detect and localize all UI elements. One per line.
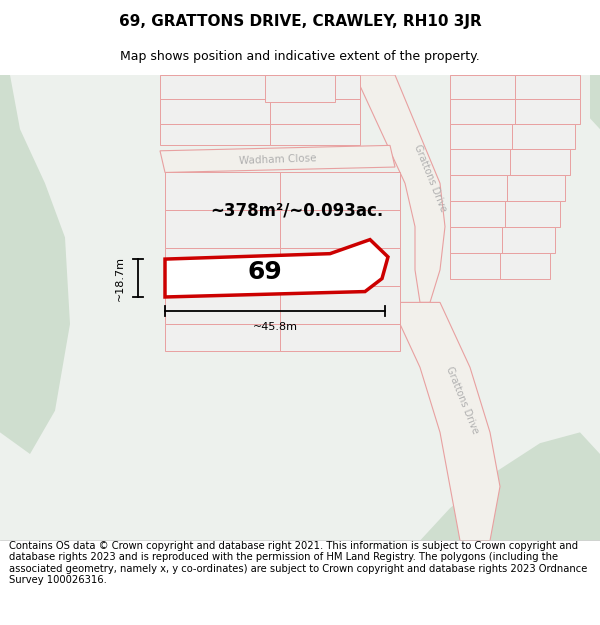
- Polygon shape: [165, 173, 280, 211]
- Polygon shape: [450, 75, 515, 99]
- Text: ~45.8m: ~45.8m: [253, 322, 298, 332]
- Polygon shape: [0, 75, 70, 454]
- Polygon shape: [510, 149, 570, 174]
- Polygon shape: [450, 227, 502, 253]
- Polygon shape: [0, 75, 600, 541]
- Text: Grattons Drive: Grattons Drive: [412, 142, 448, 213]
- Polygon shape: [160, 124, 270, 146]
- Polygon shape: [450, 124, 512, 149]
- Polygon shape: [507, 174, 565, 201]
- Polygon shape: [165, 248, 280, 286]
- Polygon shape: [420, 432, 600, 541]
- Polygon shape: [165, 324, 280, 351]
- Text: 69, GRATTONS DRIVE, CRAWLEY, RH10 3JR: 69, GRATTONS DRIVE, CRAWLEY, RH10 3JR: [119, 14, 481, 29]
- Polygon shape: [450, 174, 507, 201]
- Text: ~378m²/~0.093ac.: ~378m²/~0.093ac.: [210, 201, 383, 219]
- Polygon shape: [450, 201, 505, 227]
- Text: Wadham Close: Wadham Close: [239, 153, 317, 166]
- Polygon shape: [280, 324, 400, 351]
- Polygon shape: [280, 248, 400, 286]
- Polygon shape: [265, 75, 335, 102]
- Text: Map shows position and indicative extent of the property.: Map shows position and indicative extent…: [120, 49, 480, 62]
- Polygon shape: [280, 173, 400, 211]
- Polygon shape: [515, 99, 580, 124]
- Polygon shape: [335, 75, 445, 302]
- Polygon shape: [450, 253, 500, 279]
- Polygon shape: [160, 146, 395, 172]
- Polygon shape: [505, 201, 560, 227]
- Polygon shape: [590, 75, 600, 129]
- Polygon shape: [450, 149, 510, 174]
- Polygon shape: [160, 99, 270, 124]
- Polygon shape: [390, 302, 500, 541]
- Polygon shape: [502, 227, 555, 253]
- Polygon shape: [450, 99, 515, 124]
- Text: 69: 69: [248, 260, 283, 284]
- Polygon shape: [270, 124, 360, 146]
- Polygon shape: [165, 239, 388, 297]
- Text: ~18.7m: ~18.7m: [115, 256, 125, 301]
- Polygon shape: [270, 99, 360, 124]
- Polygon shape: [165, 211, 280, 248]
- Polygon shape: [280, 286, 400, 324]
- Polygon shape: [160, 75, 270, 99]
- Polygon shape: [270, 75, 360, 99]
- Text: Grattons Drive: Grattons Drive: [444, 365, 480, 435]
- Polygon shape: [512, 124, 575, 149]
- Polygon shape: [165, 286, 280, 324]
- Polygon shape: [500, 253, 550, 279]
- Polygon shape: [280, 211, 400, 248]
- Polygon shape: [515, 75, 580, 99]
- Text: Contains OS data © Crown copyright and database right 2021. This information is : Contains OS data © Crown copyright and d…: [9, 541, 587, 586]
